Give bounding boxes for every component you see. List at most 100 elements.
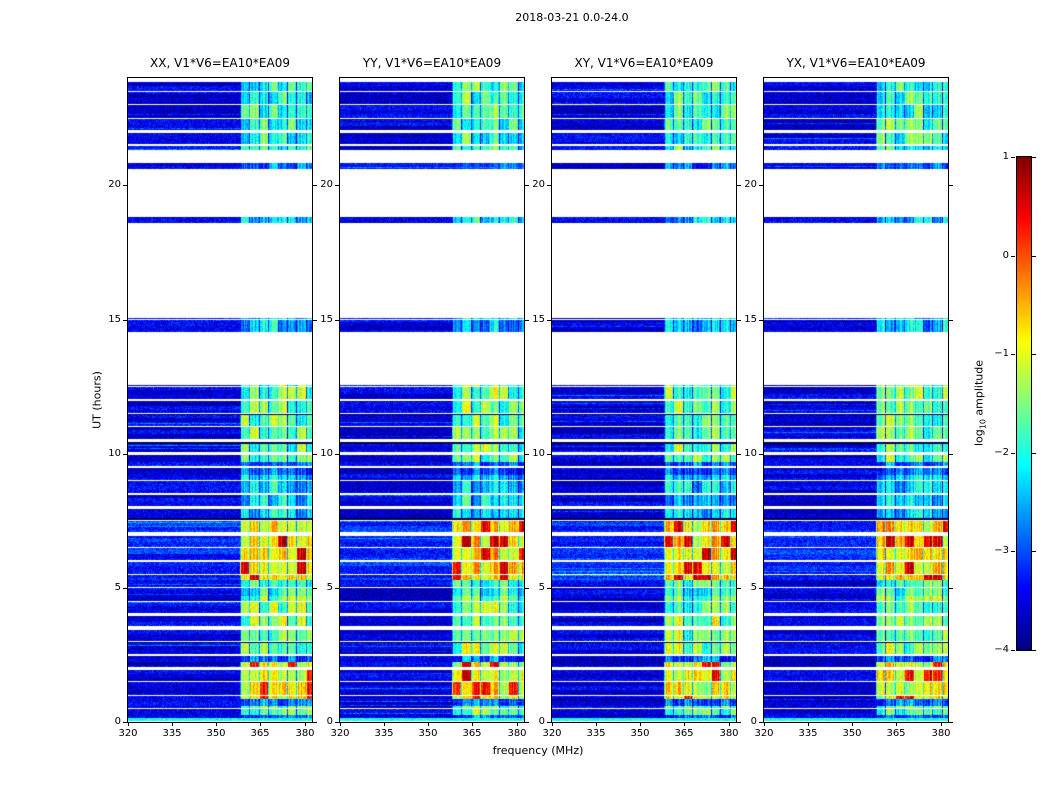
- colorbar-tick: [1011, 551, 1015, 552]
- colorbar-label: log10 amplitude: [972, 360, 987, 446]
- colorbar-tick-right: [1032, 551, 1036, 552]
- x-tick-label: 335: [162, 728, 182, 739]
- x-tick-label: 365: [250, 728, 270, 739]
- y-tick-right: [949, 185, 953, 186]
- x-tick: [216, 722, 217, 726]
- y-tick: [123, 722, 127, 723]
- x-tick: [305, 722, 306, 726]
- x-tick: [596, 722, 597, 726]
- y-tick: [547, 722, 551, 723]
- x-tick: [852, 722, 853, 726]
- x-tick: [340, 722, 341, 726]
- x-tick-label: 365: [674, 728, 694, 739]
- colorbar-tick-right: [1032, 650, 1036, 651]
- spectrogram-canvas-xx: [128, 78, 312, 722]
- y-tick-right: [737, 454, 741, 455]
- panel-title-yx: YX, V1*V6=EA10*EA09: [786, 56, 926, 70]
- x-tick: [428, 722, 429, 726]
- spectrogram-canvas-xy: [552, 78, 736, 722]
- colorbar-tick: [1011, 256, 1015, 257]
- y-tick: [759, 722, 763, 723]
- y-tick: [547, 185, 551, 186]
- x-tick-label: 335: [586, 728, 606, 739]
- x-tick: [808, 722, 809, 726]
- y-tick: [123, 588, 127, 589]
- x-tick: [896, 722, 897, 726]
- y-tick-label: 5: [326, 582, 333, 593]
- x-tick-label: 365: [886, 728, 906, 739]
- colorbar-tick-right: [1032, 453, 1036, 454]
- panel-title-xx: XX, V1*V6=EA10*EA09: [150, 56, 290, 70]
- y-tick: [123, 320, 127, 321]
- y-tick-right: [525, 454, 529, 455]
- y-tick-label: 20: [532, 179, 545, 190]
- colorbar: [1016, 156, 1032, 651]
- y-tick: [335, 588, 339, 589]
- y-tick-right: [737, 722, 741, 723]
- y-tick-right: [737, 588, 741, 589]
- y-tick-label: 0: [114, 716, 121, 727]
- colorbar-label-sub: 10: [978, 419, 988, 430]
- colorbar-tick-right: [1032, 354, 1036, 355]
- x-tick: [552, 722, 553, 726]
- y-tick: [335, 320, 339, 321]
- colorbar-tick: [1011, 453, 1015, 454]
- y-tick-right: [525, 185, 529, 186]
- colorbar-tick: [1011, 650, 1015, 651]
- y-axis-label-text: UT (hours): [90, 371, 104, 429]
- y-tick-label: 20: [108, 179, 121, 190]
- colorbar-tick: [1011, 157, 1015, 158]
- y-tick-label: 15: [744, 314, 757, 325]
- colorbar-tick-right: [1032, 157, 1036, 158]
- y-tick-right: [949, 722, 953, 723]
- panel-title-yy: YY, V1*V6=EA10*EA09: [362, 56, 502, 70]
- colorbar-tick-label: 0: [1002, 250, 1009, 261]
- y-tick: [759, 185, 763, 186]
- y-tick-label: 0: [538, 716, 545, 727]
- y-tick-label: 15: [320, 314, 333, 325]
- x-tick-label: 350: [630, 728, 650, 739]
- x-tick: [128, 722, 129, 726]
- x-tick: [472, 722, 473, 726]
- x-tick-label: 335: [374, 728, 394, 739]
- x-tick: [260, 722, 261, 726]
- x-axis-label: frequency (MHz): [492, 744, 584, 757]
- panel-title-xy: XY, V1*V6=EA10*EA09: [574, 56, 714, 70]
- plot-area-yx: [763, 77, 949, 723]
- plot-area-xx: [127, 77, 313, 723]
- spectrogram-canvas-yx: [764, 78, 948, 722]
- y-tick: [759, 320, 763, 321]
- y-tick-label: 10: [744, 448, 757, 459]
- colorbar-tick-label: −1: [994, 348, 1009, 359]
- colorbar-tick: [1011, 354, 1015, 355]
- colorbar-tick-label: −3: [994, 545, 1009, 556]
- x-tick: [517, 722, 518, 726]
- y-tick: [123, 454, 127, 455]
- spectrogram-canvas-yy: [340, 78, 524, 722]
- y-tick-right: [737, 185, 741, 186]
- x-tick: [172, 722, 173, 726]
- y-tick-right: [313, 454, 317, 455]
- y-tick-label: 15: [108, 314, 121, 325]
- x-tick-label: 320: [330, 728, 350, 739]
- colorbar-label-suffix: amplitude: [972, 359, 986, 420]
- y-tick-right: [525, 722, 529, 723]
- y-tick-label: 10: [108, 448, 121, 459]
- y-tick-right: [949, 320, 953, 321]
- y-tick-right: [949, 454, 953, 455]
- x-tick: [640, 722, 641, 726]
- y-tick: [547, 320, 551, 321]
- y-tick-label: 10: [532, 448, 545, 459]
- plot-area-yy: [339, 77, 525, 723]
- x-tick-label: 380: [931, 728, 951, 739]
- x-tick-label: 350: [418, 728, 438, 739]
- x-tick: [764, 722, 765, 726]
- y-tick-label: 15: [532, 314, 545, 325]
- y-tick-label: 20: [744, 179, 757, 190]
- y-tick-right: [525, 320, 529, 321]
- y-tick-right: [313, 185, 317, 186]
- x-tick-label: 365: [462, 728, 482, 739]
- y-tick-right: [313, 722, 317, 723]
- colorbar-tick-label: 1: [1002, 151, 1009, 162]
